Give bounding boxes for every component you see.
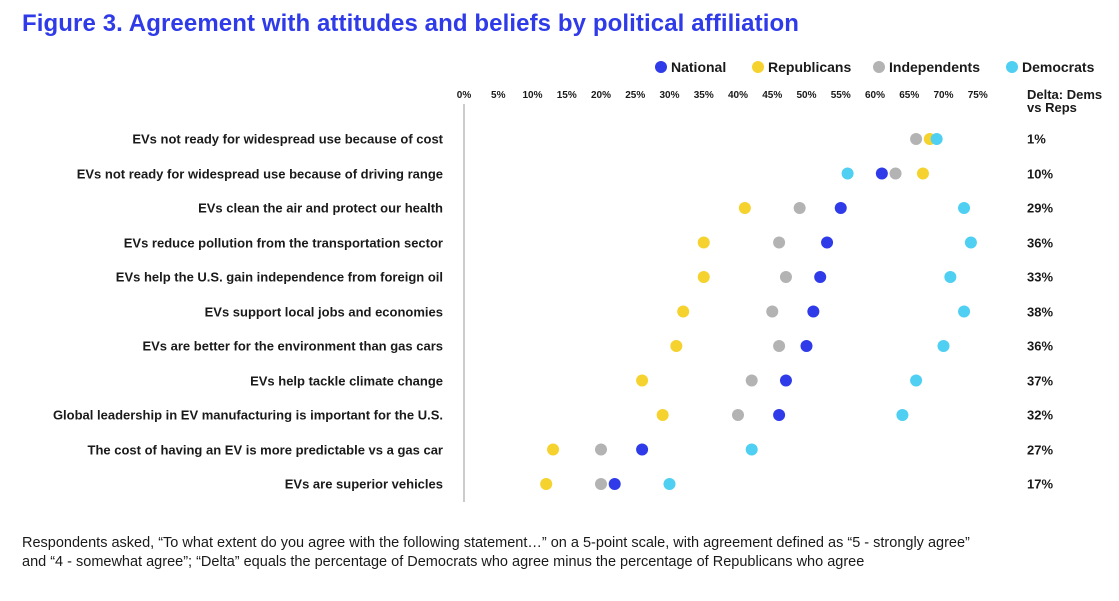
point-independents <box>595 443 607 456</box>
x-tick-label: 65% <box>899 90 920 101</box>
point-independents <box>773 236 786 249</box>
x-tick-label: 15% <box>556 90 577 101</box>
point-national <box>875 167 888 180</box>
delta-header: Delta: Dems vs Reps <box>1027 88 1115 114</box>
point-democrats <box>930 133 943 145</box>
category-label: EVs help the U.S. gain independence from… <box>115 269 443 285</box>
point-independents <box>910 133 923 145</box>
point-democrats <box>896 409 909 421</box>
point-democrats <box>944 271 957 283</box>
delta-value: 27% <box>1027 442 1054 457</box>
category-label: EVs support local jobs and economies <box>204 304 443 319</box>
category-label: EVs are better for the environment than … <box>142 338 443 354</box>
point-democrats <box>964 236 977 249</box>
x-tick-label: 5% <box>491 90 506 101</box>
point-republicans <box>738 202 751 214</box>
legend-label-democrats: Democrats <box>1022 59 1095 75</box>
x-tick-label: 20% <box>590 90 612 101</box>
x-tick-label: 10% <box>522 90 543 101</box>
point-national <box>814 271 827 283</box>
point-republicans <box>656 409 669 421</box>
legend-swatch-national <box>655 61 667 73</box>
category-label: Global leadership in EV manufacturing is… <box>52 407 443 423</box>
legend-label-independents: Independents <box>889 59 981 75</box>
point-republicans <box>916 167 929 180</box>
point-democrats <box>937 340 950 352</box>
category-label: EVs are superior vehicles <box>284 476 443 492</box>
legend-item-national: National <box>655 59 726 75</box>
x-tick-label: 50% <box>796 90 817 101</box>
legend-item-republicans: Republicans <box>752 59 851 75</box>
point-democrats <box>745 443 758 456</box>
legend-item-democrats: Democrats <box>1006 59 1094 75</box>
point-republicans <box>540 478 553 490</box>
x-tick-label: 40% <box>727 90 749 101</box>
point-national <box>821 236 834 249</box>
delta-value: 36% <box>1027 235 1054 250</box>
point-independents <box>793 202 806 214</box>
point-national <box>807 305 820 318</box>
footnote: Respondents asked, “To what extent do yo… <box>22 535 970 570</box>
point-independents <box>889 167 902 180</box>
legend-item-independents: Independents <box>873 59 980 75</box>
legend-label-national: National <box>671 59 727 75</box>
point-republicans <box>670 340 683 352</box>
point-democrats <box>958 305 971 318</box>
category-label: The cost of having an EV is more predict… <box>87 442 443 457</box>
category-label: EVs help tackle climate change <box>250 373 443 388</box>
point-independents <box>732 409 744 421</box>
x-tick-label: 60% <box>864 90 886 101</box>
point-republicans <box>636 374 649 387</box>
delta-value: 29% <box>1027 200 1054 216</box>
point-independents <box>779 271 792 283</box>
point-independents <box>773 340 786 352</box>
legend-swatch-democrats <box>1006 61 1018 73</box>
point-national <box>608 478 621 490</box>
delta-value: 1% <box>1027 131 1046 147</box>
delta-value: 10% <box>1027 166 1054 181</box>
x-tick-label: 35% <box>693 90 714 101</box>
x-tick-label: 70% <box>933 90 954 101</box>
category-label: EVs reduce pollution from the transporta… <box>123 235 443 250</box>
x-tick-label: 30% <box>659 90 680 101</box>
delta-value: 17% <box>1027 476 1054 492</box>
point-national <box>636 443 649 456</box>
point-democrats <box>910 374 923 387</box>
point-democrats <box>958 202 971 214</box>
point-independents <box>766 305 779 318</box>
legend-swatch-independents <box>873 61 885 73</box>
point-national <box>834 202 847 214</box>
legend-swatch-republicans <box>752 61 764 73</box>
point-republicans <box>547 443 560 456</box>
legend-label-republicans: Republicans <box>768 59 852 75</box>
delta-header-line-2: vs Reps <box>1027 100 1077 115</box>
delta-header-line-1: Delta: Dems <box>1027 87 1103 102</box>
category-label: EVs clean the air and protect our health <box>198 200 443 216</box>
point-democrats <box>841 167 854 180</box>
point-independents <box>595 478 607 490</box>
x-tick-label: 0% <box>456 90 472 101</box>
figure-title: Figure 3. Agreement with attitudes and b… <box>22 10 799 37</box>
category-label: EVs not ready for widespread use because… <box>76 166 443 181</box>
x-tick-label: 75% <box>967 90 988 101</box>
delta-value: 37% <box>1027 373 1054 388</box>
delta-value: 33% <box>1027 269 1054 285</box>
x-tick-label: 55% <box>830 90 851 101</box>
chart-legend: National Republicans Independents Democrats <box>0 59 1119 77</box>
delta-value: 32% <box>1027 407 1054 423</box>
point-national <box>800 340 813 352</box>
point-republicans <box>697 271 710 283</box>
point-republicans <box>677 305 690 318</box>
x-tick-label: 25% <box>625 90 646 101</box>
point-democrats <box>663 478 676 490</box>
point-independents <box>745 374 758 387</box>
point-republicans <box>697 236 710 249</box>
delta-value: 36% <box>1027 338 1054 354</box>
delta-value: 38% <box>1027 304 1054 319</box>
category-label: EVs not ready for widespread use because… <box>132 131 443 147</box>
x-tick-label: 45% <box>762 90 783 101</box>
point-national <box>779 374 792 387</box>
point-national <box>773 409 786 421</box>
